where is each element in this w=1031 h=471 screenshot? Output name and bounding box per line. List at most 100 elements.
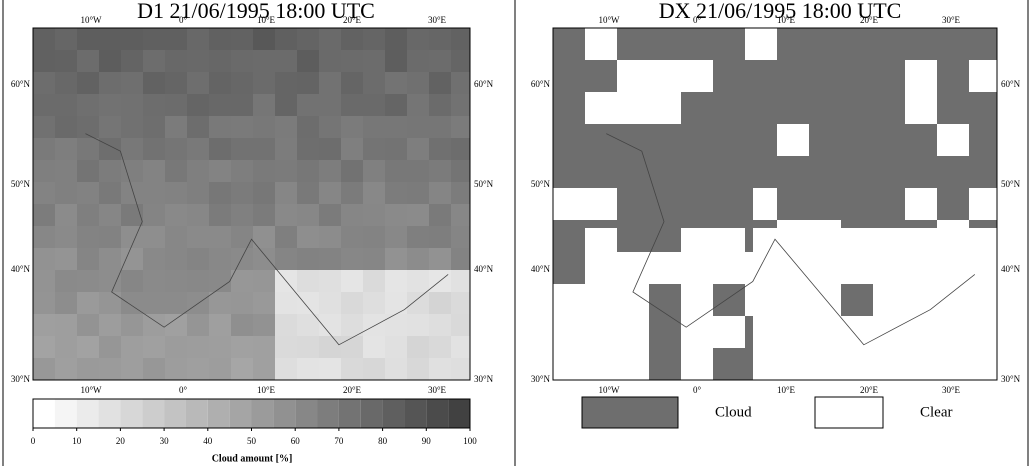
map-cell: [817, 220, 825, 228]
map-cell: [705, 156, 713, 164]
map-cell: [745, 132, 753, 140]
map-cell: [609, 108, 617, 116]
map-cell: [553, 364, 561, 372]
map-cell: [681, 260, 689, 268]
map-cell: [881, 68, 889, 76]
map-cell: [231, 358, 253, 380]
colorbar-tick-label: 50: [247, 436, 257, 446]
map-cell: [889, 44, 897, 52]
map-cell: [99, 94, 121, 116]
map-cell: [681, 28, 689, 36]
map-cell: [665, 276, 673, 284]
map-cell: [961, 44, 969, 52]
map-cell: [745, 204, 753, 212]
map-cell: [969, 276, 977, 284]
map-cell: [673, 140, 681, 148]
map-cell: [753, 308, 761, 316]
map-cell: [665, 372, 673, 380]
map-cell: [341, 270, 363, 292]
map-cell: [657, 348, 665, 356]
map-cell: [801, 140, 809, 148]
map-cell: [937, 156, 945, 164]
map-cell: [697, 76, 705, 84]
map-cell: [985, 204, 993, 212]
map-cell: [363, 138, 385, 160]
map-cell: [209, 50, 231, 72]
map-cell: [593, 100, 601, 108]
map-cell: [865, 148, 873, 156]
map-cell: [881, 372, 889, 380]
map-cell: [833, 300, 841, 308]
map-cell: [913, 284, 921, 292]
map-cell: [897, 292, 905, 300]
map-cell: [969, 68, 977, 76]
map-cell: [921, 308, 929, 316]
map-cell: [593, 44, 601, 52]
map-cell: [769, 356, 777, 364]
map-cell: [585, 188, 593, 196]
map-cell: [713, 116, 721, 124]
map-cell: [849, 156, 857, 164]
map-cell: [913, 324, 921, 332]
map-cell: [849, 364, 857, 372]
map-cell: [801, 276, 809, 284]
map-cell: [681, 204, 689, 212]
map-cell: [689, 276, 697, 284]
map-cell: [761, 324, 769, 332]
map-cell: [977, 372, 985, 380]
map-cell: [737, 348, 745, 356]
map-cell: [121, 270, 143, 292]
map-cell: [857, 300, 865, 308]
map-cell: [297, 160, 319, 182]
map-cell: [577, 228, 585, 236]
map-cell: [165, 248, 187, 270]
map-cell: [553, 356, 561, 364]
map-cell: [737, 316, 745, 324]
map-cell: [921, 244, 929, 252]
map-cell: [953, 300, 961, 308]
colorbar-cell: [142, 399, 164, 428]
map-cell: [665, 364, 673, 372]
map-cell: [889, 84, 897, 92]
map-cell: [737, 124, 745, 132]
map-cell: [665, 268, 673, 276]
map-cell: [993, 172, 997, 180]
map-cell: [945, 356, 953, 364]
map-cell: [319, 204, 341, 226]
map-cell: [897, 308, 905, 316]
map-cell: [681, 132, 689, 140]
map-cell: [429, 182, 451, 204]
map-cell: [945, 164, 953, 172]
map-cell: [785, 212, 793, 220]
map-cell: [553, 132, 561, 140]
map-cell: [825, 124, 833, 132]
map-cell: [857, 276, 865, 284]
map-cell: [673, 244, 681, 252]
map-cell: [897, 212, 905, 220]
map-cell: [729, 100, 737, 108]
map-cell: [617, 180, 625, 188]
map-cell: [977, 260, 985, 268]
map-cell: [697, 300, 705, 308]
map-cell: [929, 372, 937, 380]
map-cell: [275, 138, 297, 160]
map-cell: [625, 220, 633, 228]
map-cell: [865, 372, 873, 380]
map-cell: [769, 84, 777, 92]
map-cell: [825, 292, 833, 300]
map-cell: [753, 92, 761, 100]
map-cell: [633, 228, 641, 236]
map-cell: [689, 60, 697, 68]
map-cell: [793, 284, 801, 292]
map-cell: [769, 124, 777, 132]
map-cell: [761, 84, 769, 92]
map-cell: [913, 108, 921, 116]
map-cell: [857, 36, 865, 44]
map-cell: [873, 100, 881, 108]
map-cell: [905, 364, 913, 372]
map-cell: [625, 308, 633, 316]
map-cell: [561, 276, 569, 284]
map-cell: [953, 276, 961, 284]
map-cell: [825, 180, 833, 188]
map-cell: [809, 196, 817, 204]
